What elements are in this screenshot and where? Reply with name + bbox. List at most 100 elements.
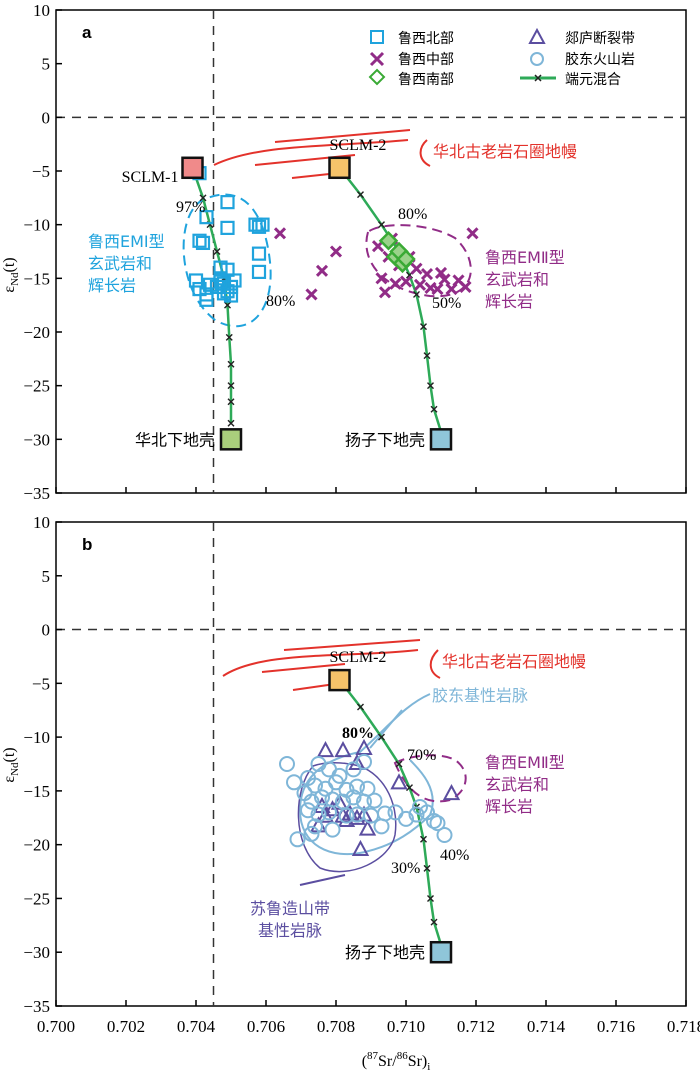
data-point-square xyxy=(220,220,235,235)
legend-label-mixing: 端元混合 xyxy=(565,72,621,88)
data-point-square xyxy=(195,235,211,251)
mixing-tick xyxy=(225,333,233,341)
data-point-circle xyxy=(310,806,327,823)
data-point-cross xyxy=(466,227,479,240)
mixing-tick xyxy=(427,382,434,390)
annot-b-north-china-sclm: 华北古老岩石圈地幔 xyxy=(442,652,586,671)
data-point-square xyxy=(255,217,270,232)
x-tick-label: 0.706 xyxy=(247,1017,285,1036)
data-point-square xyxy=(192,281,207,297)
data-point-triangle xyxy=(316,740,335,758)
annot-b-pct-80: 80% xyxy=(342,725,374,742)
panel-b-frame xyxy=(55,521,687,1007)
legend-marker-luxi-north xyxy=(370,30,384,44)
y-axis-title-b: εNd(t) xyxy=(1,747,21,782)
data-point-circle xyxy=(356,753,372,770)
annot-b-emII: 鲁西EMⅡ型玄武岩和辉长岩 xyxy=(485,753,565,816)
data-point-circle xyxy=(436,826,453,843)
mixing-tick xyxy=(357,191,364,199)
y-tick-label: −20 xyxy=(23,836,50,855)
annot-b-pct-40: 40% xyxy=(440,847,469,864)
annot-b-pct-30: 30% xyxy=(391,860,420,877)
endmember-box xyxy=(181,156,204,180)
mixing-tick xyxy=(427,894,434,902)
data-point-diamond xyxy=(396,249,416,269)
y-tick-label: −5 xyxy=(32,162,50,181)
sclm-field-outline xyxy=(213,129,431,179)
mixing-tick xyxy=(423,864,431,872)
mixing-tick xyxy=(378,733,385,741)
mixing-tick xyxy=(227,419,235,427)
mixing-tick xyxy=(227,398,235,406)
data-point-triangle xyxy=(390,773,408,790)
data-point-circle xyxy=(286,774,302,791)
panel-a-letter: a xyxy=(82,23,92,42)
annot-a-north-china-sclm: 华北古老岩石圈地幔 xyxy=(433,142,577,161)
legend-marker-jiaodong xyxy=(530,52,544,66)
data-point-circle xyxy=(426,813,442,830)
data-point-cross xyxy=(315,264,329,277)
data-point-circle xyxy=(321,804,337,821)
y-tick-label: 0 xyxy=(42,621,51,640)
y-tick-label: −30 xyxy=(23,943,50,962)
mixing-tick xyxy=(423,352,431,360)
mixing-tick xyxy=(430,405,438,413)
annot-a-pct-50: 50% xyxy=(432,295,461,312)
mixing-tick xyxy=(224,301,231,309)
data-point-cross xyxy=(420,267,434,281)
panel-a-plot: SCLM-1 SCLM-2 华北下地壳 扬子下地壳 xyxy=(56,10,686,493)
mixing-tick xyxy=(199,194,207,202)
mixing-tick xyxy=(413,290,420,298)
x-tick-label: 0.718 xyxy=(667,1017,700,1036)
x-tick-label: 0.708 xyxy=(317,1017,355,1036)
data-point-triangle xyxy=(355,805,373,822)
data-point-square xyxy=(220,195,235,210)
data-point-circle xyxy=(345,761,362,778)
emII-field-outline xyxy=(365,224,472,298)
data-point-cross xyxy=(389,277,402,290)
data-point-circle xyxy=(303,793,320,810)
x-tick-label: 0.714 xyxy=(527,1017,566,1036)
y-tick-label: 10 xyxy=(33,513,50,532)
y-tick-label: −10 xyxy=(23,728,50,747)
mixing-tick xyxy=(420,323,427,331)
emI-field-outline xyxy=(182,193,272,328)
endmember-label: SCLM-2 xyxy=(330,137,387,154)
data-point-square xyxy=(192,233,207,248)
data-point-circle xyxy=(279,756,295,772)
jiaodong-dyke-outline xyxy=(298,693,434,856)
y-tick-label: −15 xyxy=(23,269,50,288)
mixing-tick xyxy=(213,248,221,255)
annot-a-emII: 鲁西EMⅡ型玄武岩和辉长岩 xyxy=(485,248,565,311)
x-tick-label: 0.712 xyxy=(457,1017,495,1036)
y-tick-label: −35 xyxy=(23,484,50,503)
endmember-box xyxy=(219,428,243,451)
data-point-circle xyxy=(300,802,316,819)
data-point-cross xyxy=(431,283,444,296)
data-point-circle xyxy=(328,774,344,791)
data-point-cross xyxy=(399,275,413,288)
x-tick-label: 0.700 xyxy=(37,1017,75,1036)
mixing-tick xyxy=(420,835,427,843)
panel-b-letter: b xyxy=(82,535,92,554)
data-point-circle xyxy=(303,825,320,842)
mixing-tick xyxy=(406,784,413,792)
data-point-circle xyxy=(307,818,323,835)
data-point-circle xyxy=(349,778,365,795)
data-point-circle xyxy=(356,793,372,810)
legend-label-tanlu: 郯庐断裂带 xyxy=(565,31,635,47)
y-tick-label: −10 xyxy=(23,216,50,235)
data-point-square xyxy=(251,246,267,261)
mixing-tick xyxy=(357,703,364,711)
endmember-label: SCLM-2 xyxy=(330,649,387,666)
data-point-square xyxy=(199,210,214,225)
y-tick-label: −35 xyxy=(23,997,50,1016)
endmember-box xyxy=(328,668,351,692)
y-tick-label: 0 xyxy=(42,108,51,127)
mixing-tick xyxy=(227,360,235,368)
data-point-cross xyxy=(329,245,343,258)
x-tick-label: 0.710 xyxy=(387,1017,425,1036)
data-point-triangle xyxy=(442,784,461,801)
legend-label-luxi-central: 鲁西中部 xyxy=(398,52,454,68)
